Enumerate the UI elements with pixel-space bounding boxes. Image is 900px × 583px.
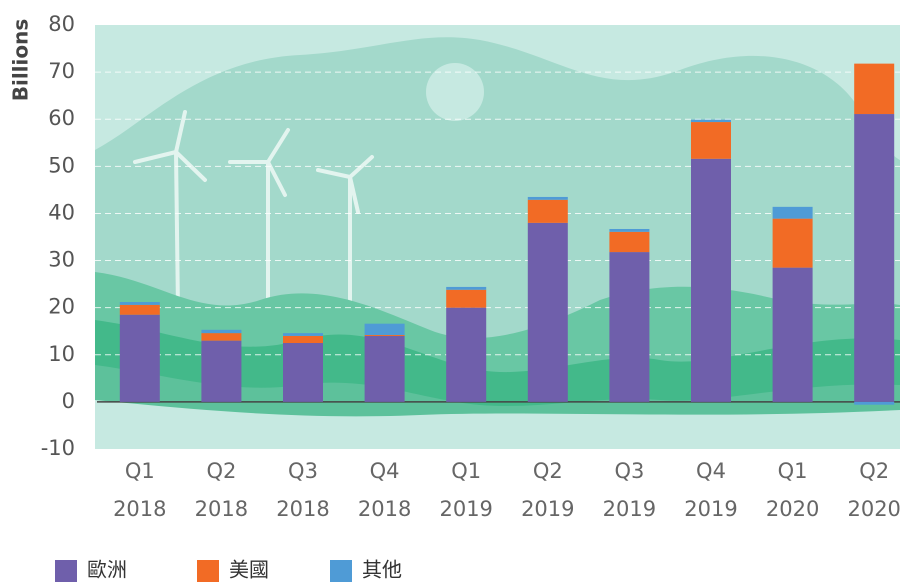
bar-segment bbox=[773, 219, 813, 268]
legend-swatch bbox=[330, 560, 352, 582]
bar-segment bbox=[528, 200, 568, 223]
legend-swatch bbox=[55, 560, 77, 582]
bar-segment bbox=[609, 229, 649, 232]
bar-segment bbox=[691, 159, 731, 402]
legend-swatch bbox=[197, 560, 219, 582]
chart: Billions -10 0 10 20 30 40 50 60 70 80 Q1 2018 Q2 201… bbox=[0, 0, 900, 583]
bar-segment bbox=[609, 252, 649, 402]
x-tick-label: 2018 bbox=[195, 497, 248, 521]
legend-label: 其他 bbox=[362, 558, 402, 582]
bar-segment bbox=[446, 290, 486, 308]
x-tick-label: Q2 bbox=[206, 459, 236, 483]
bar-segment bbox=[283, 336, 323, 343]
x-tick-label: 2018 bbox=[358, 497, 411, 521]
y-tick-label: 30 bbox=[48, 248, 75, 272]
bar-segment bbox=[446, 308, 486, 402]
x-tick-label: Q2 bbox=[533, 459, 563, 483]
bar-segment bbox=[691, 120, 731, 122]
y-tick-label: 0 bbox=[62, 389, 75, 413]
y-tick-label: 80 bbox=[48, 12, 75, 36]
bar-segment bbox=[201, 333, 241, 341]
x-tick-label: 2018 bbox=[113, 497, 166, 521]
y-tick-label: 10 bbox=[48, 342, 75, 366]
x-tick-label: 2018 bbox=[276, 497, 329, 521]
bar-segment bbox=[283, 333, 323, 336]
x-tick-label: Q1 bbox=[125, 459, 155, 483]
bar-segment bbox=[365, 324, 405, 335]
bar-segment bbox=[854, 402, 894, 405]
bar-segment bbox=[283, 343, 323, 402]
bar-segment bbox=[120, 305, 160, 315]
legend-label: 美國 bbox=[229, 558, 269, 582]
x-tick-label: Q4 bbox=[370, 459, 400, 483]
y-tick-label: 60 bbox=[48, 106, 75, 130]
bar-segment bbox=[120, 315, 160, 402]
bar-segment bbox=[120, 302, 160, 305]
x-tick-label: Q2 bbox=[859, 459, 889, 483]
bar-segment bbox=[365, 336, 405, 402]
bar-segment bbox=[773, 207, 813, 219]
bar-segment bbox=[773, 268, 813, 402]
page: {"chart_data": {"type": "stacked-bar", "… bbox=[0, 0, 900, 583]
x-tick-label: 2019 bbox=[603, 497, 656, 521]
x-tick-label: 2019 bbox=[521, 497, 574, 521]
y-tick-label: 20 bbox=[48, 295, 75, 319]
x-tick-label: Q1 bbox=[778, 459, 808, 483]
x-tick-label: 2020 bbox=[766, 497, 819, 521]
x-tick-label: 2020 bbox=[847, 497, 900, 521]
y-axis-label: Billions bbox=[9, 19, 33, 102]
x-tick-label: 2019 bbox=[439, 497, 492, 521]
bar-segment bbox=[609, 232, 649, 252]
bar-segment bbox=[854, 64, 894, 114]
y-tick-label: -10 bbox=[41, 436, 75, 460]
x-tick-label: Q1 bbox=[451, 459, 481, 483]
x-tick-label: Q3 bbox=[288, 459, 318, 483]
bar-segment bbox=[528, 197, 568, 200]
bar-segment bbox=[365, 335, 405, 336]
bar-segment bbox=[201, 341, 241, 402]
bar-segment bbox=[691, 122, 731, 159]
y-tick-label: 50 bbox=[48, 153, 75, 177]
bar-segment bbox=[854, 114, 894, 402]
x-tick-label: Q4 bbox=[696, 459, 726, 483]
y-tick-label: 70 bbox=[48, 59, 75, 83]
y-tick-label: 40 bbox=[48, 200, 75, 224]
x-tick-label: 2019 bbox=[684, 497, 737, 521]
bar-segment bbox=[201, 330, 241, 333]
legend-label: 歐洲 bbox=[87, 558, 127, 582]
x-tick-label: Q3 bbox=[614, 459, 644, 483]
bar-segment bbox=[446, 287, 486, 290]
bar-segment bbox=[528, 223, 568, 402]
